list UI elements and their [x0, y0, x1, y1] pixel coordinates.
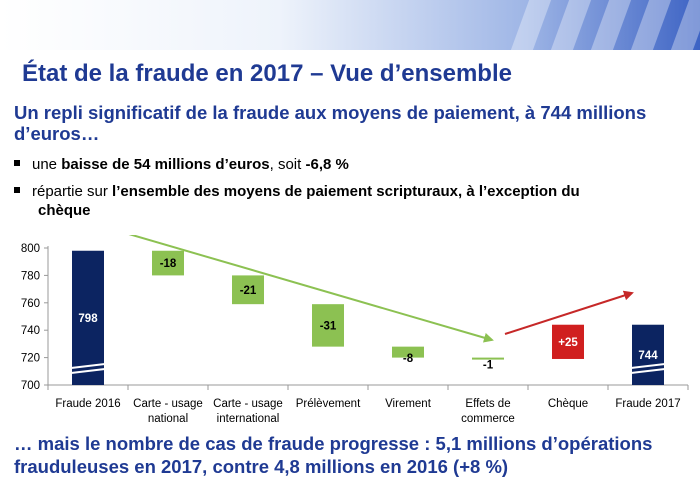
- x-category-label: Chèque: [548, 398, 588, 410]
- data-label-3: -21: [240, 285, 257, 297]
- bar-7: [552, 324, 584, 359]
- data-label-2: -18: [160, 258, 177, 270]
- y-tick-label: 700: [21, 380, 40, 392]
- header-band: [0, 0, 700, 50]
- trend-arrow-down: [128, 235, 494, 343]
- data-label-4: -31: [320, 320, 337, 332]
- bar-6: [472, 357, 504, 360]
- data-label-6: -1: [483, 360, 494, 372]
- axis-break-mark: [70, 368, 106, 374]
- y-tick-label: 800: [21, 243, 40, 255]
- axis-break-mark: [70, 363, 106, 369]
- bar-3: [232, 275, 264, 305]
- waterfall-chart: 700 720 740 760 780 800 798 Fraude 2016 -18 Cart…: [21, 235, 689, 425]
- bullet-decrease: une baisse de 54 millions d’euros, soit …: [14, 155, 349, 174]
- y-tick-label: 740: [21, 325, 40, 337]
- x-category-label: Effets de: [465, 398, 510, 410]
- slide-title: État de la fraude en 2017 – Vue d’ensemb…: [22, 60, 512, 87]
- trend-arrow-up: [504, 290, 634, 335]
- bullet-distribution: répartie sur l’ensemble des moyens de pa…: [14, 182, 694, 220]
- x-category-label: Prélèvement: [296, 398, 361, 410]
- axis-break-mark: [630, 363, 666, 369]
- bullet-square-icon: [14, 187, 20, 194]
- y-tick-label: 780: [21, 270, 40, 282]
- x-category-label: Carte - usage: [213, 398, 283, 410]
- slide-subtitle: Un repli significatif de la fraude aux m…: [14, 102, 647, 144]
- data-label-5: -8: [403, 353, 414, 365]
- data-label-1: 798: [78, 313, 98, 325]
- bar-1: [72, 250, 104, 385]
- data-label-8: 744: [638, 350, 658, 362]
- x-category-label: Virement: [385, 398, 432, 410]
- bar-4: [312, 304, 344, 347]
- bar-8: [632, 324, 664, 385]
- slide-footer: … mais le nombre de cas de fraude progre…: [14, 433, 653, 477]
- axis-break-mark: [630, 368, 666, 374]
- x-category-label: Carte - usage: [133, 398, 203, 410]
- y-tick-label: 760: [21, 298, 40, 310]
- bar-2: [152, 250, 184, 276]
- bar-5: [392, 346, 424, 358]
- x-category-label: Fraude 2017: [615, 398, 680, 410]
- y-tick-label: 720: [21, 353, 40, 365]
- x-category-label: commerce: [461, 413, 515, 425]
- data-label-7: +25: [558, 337, 578, 349]
- x-category-label: international: [217, 413, 280, 425]
- x-category-label: Fraude 2016: [55, 398, 120, 410]
- bullet-square-icon: [14, 160, 20, 167]
- x-category-label: national: [148, 413, 188, 425]
